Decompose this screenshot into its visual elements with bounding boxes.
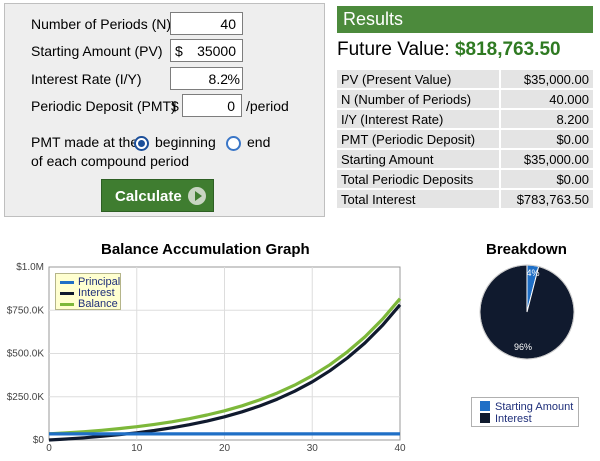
pv-input[interactable]: $ 35000 xyxy=(170,39,243,62)
x-tick-label: 0 xyxy=(46,443,52,454)
y-tick-label: $250.0K xyxy=(7,392,45,403)
results-row-label: Total Interest xyxy=(337,190,500,208)
calculate-button[interactable]: Calculate xyxy=(101,179,214,212)
periods-input-value: 40 xyxy=(220,16,236,32)
legend-balance-swatch xyxy=(60,302,74,306)
interest-legend-label: Interest xyxy=(495,413,532,425)
results-row-value: $783,763.50 xyxy=(499,190,593,208)
results-row: I/Y (Interest Rate) 8.200 xyxy=(337,110,593,128)
pmt-row: Periodic Deposit (PMT) $ 0 /period xyxy=(5,94,324,118)
pv-row: Starting Amount (PV) $ 35000 xyxy=(5,39,324,63)
results-row-label: PMT (Periodic Deposit) xyxy=(337,130,500,148)
results-row: N (Number of Periods) 40.000 xyxy=(337,90,593,108)
legend-principal: Principal xyxy=(60,276,121,288)
periods-input[interactable]: 40 xyxy=(170,12,243,35)
interest-swatch xyxy=(480,413,490,423)
pie-label-interest: 96% xyxy=(514,342,532,352)
calculate-button-label: Calculate xyxy=(115,188,182,205)
calculator-input-panel: Number of Periods (N) 40 Starting Amount… xyxy=(4,3,325,217)
results-table: PV (Present Value) $35,000.00 N (Number of… xyxy=(337,68,593,210)
results-row-value: 8.200 xyxy=(499,110,593,128)
results-row: Total Interest $783,763.50 xyxy=(337,190,593,208)
results-row-value: 40.000 xyxy=(499,90,593,108)
breakdown-legend-starting: Starting Amount xyxy=(480,401,573,413)
pv-input-value: 35000 xyxy=(197,43,236,59)
series-line-interest xyxy=(48,303,402,442)
breakdown-legend: Starting Amount Interest xyxy=(471,397,579,427)
rate-input[interactable]: 8.2 % xyxy=(170,67,243,90)
results-row-value: $0.00 xyxy=(499,170,593,188)
future-value-line: Future Value: $818,763.50 xyxy=(337,39,561,61)
rate-row: Interest Rate (I/Y) 8.2 % xyxy=(5,67,324,91)
results-row-value: $35,000.00 xyxy=(499,70,593,88)
y-tick-label: $1.0M xyxy=(16,262,44,273)
compound-period-text: of each compound period xyxy=(31,153,189,169)
results-row-label: N (Number of Periods) xyxy=(337,90,500,108)
play-arrow-icon xyxy=(188,187,206,205)
y-tick-label: $0 xyxy=(33,435,45,446)
beginning-radio-label[interactable]: beginning xyxy=(155,134,216,150)
results-header: Results xyxy=(337,6,593,33)
results-row-label: Total Periodic Deposits xyxy=(337,170,500,188)
pmt-timing-label: PMT made at the xyxy=(31,134,139,150)
x-tick-label: 30 xyxy=(307,443,319,454)
future-value-amount: $818,763.50 xyxy=(454,39,561,60)
pie-outline xyxy=(479,264,575,360)
legend-balance-label: Balance xyxy=(78,298,118,310)
rate-label: Interest Rate (I/Y) xyxy=(31,71,142,87)
legend-interest-label: Interest xyxy=(78,287,115,299)
line-chart-legend: Principal Interest Balance xyxy=(55,273,121,310)
breakdown-legend-interest: Interest xyxy=(480,413,532,425)
legend-interest-swatch xyxy=(60,291,74,295)
periods-label: Number of Periods (N) xyxy=(31,16,172,32)
beginning-radio[interactable] xyxy=(134,136,149,151)
legend-interest: Interest xyxy=(60,287,115,299)
pmt-label: Periodic Deposit (PMT) xyxy=(31,98,176,114)
pmt-input[interactable]: 0 xyxy=(182,94,242,117)
series-line-balance xyxy=(48,297,402,436)
results-row-label: Starting Amount xyxy=(337,150,500,168)
starting-amount-swatch xyxy=(480,401,490,411)
results-row-label: PV (Present Value) xyxy=(337,70,500,88)
legend-principal-swatch xyxy=(60,280,74,284)
percent-symbol: % xyxy=(227,71,240,87)
pmt-currency-symbol: $ xyxy=(171,98,179,114)
results-row-value: $35,000.00 xyxy=(499,150,593,168)
results-row-label: I/Y (Interest Rate) xyxy=(337,110,500,128)
results-row: PMT (Periodic Deposit) $0.00 xyxy=(337,130,593,148)
end-radio-label[interactable]: end xyxy=(247,134,271,150)
starting-amount-legend-label: Starting Amount xyxy=(495,401,574,413)
line-chart-title: Balance Accumulation Graph xyxy=(101,241,310,258)
results-row: PV (Present Value) $35,000.00 xyxy=(337,70,593,88)
x-tick-label: 40 xyxy=(394,443,406,454)
end-radio[interactable] xyxy=(226,136,241,151)
x-tick-label: 10 xyxy=(131,443,143,454)
results-row-value: $0.00 xyxy=(499,130,593,148)
pmt-input-value: 0 xyxy=(227,98,235,114)
pie-label-starting: 4% xyxy=(526,268,539,278)
pie-chart-title: Breakdown xyxy=(486,241,567,258)
pmt-per-period-suffix: /period xyxy=(246,98,289,114)
periods-row: Number of Periods (N) 40 xyxy=(5,12,324,36)
results-row: Total Periodic Deposits $0.00 xyxy=(337,170,593,188)
legend-balance: Balance xyxy=(60,298,118,310)
x-tick-label: 20 xyxy=(219,443,231,454)
results-row: Starting Amount $35,000.00 xyxy=(337,150,593,168)
future-value-label: Future Value: xyxy=(337,39,450,60)
y-tick-label: $500.0K xyxy=(7,349,45,360)
legend-principal-label: Principal xyxy=(78,276,121,288)
pv-label: Starting Amount (PV) xyxy=(31,43,163,59)
rate-input-value: 8.2 xyxy=(208,71,228,87)
pv-currency-symbol: $ xyxy=(175,43,183,59)
y-tick-label: $750.0K xyxy=(7,305,45,316)
